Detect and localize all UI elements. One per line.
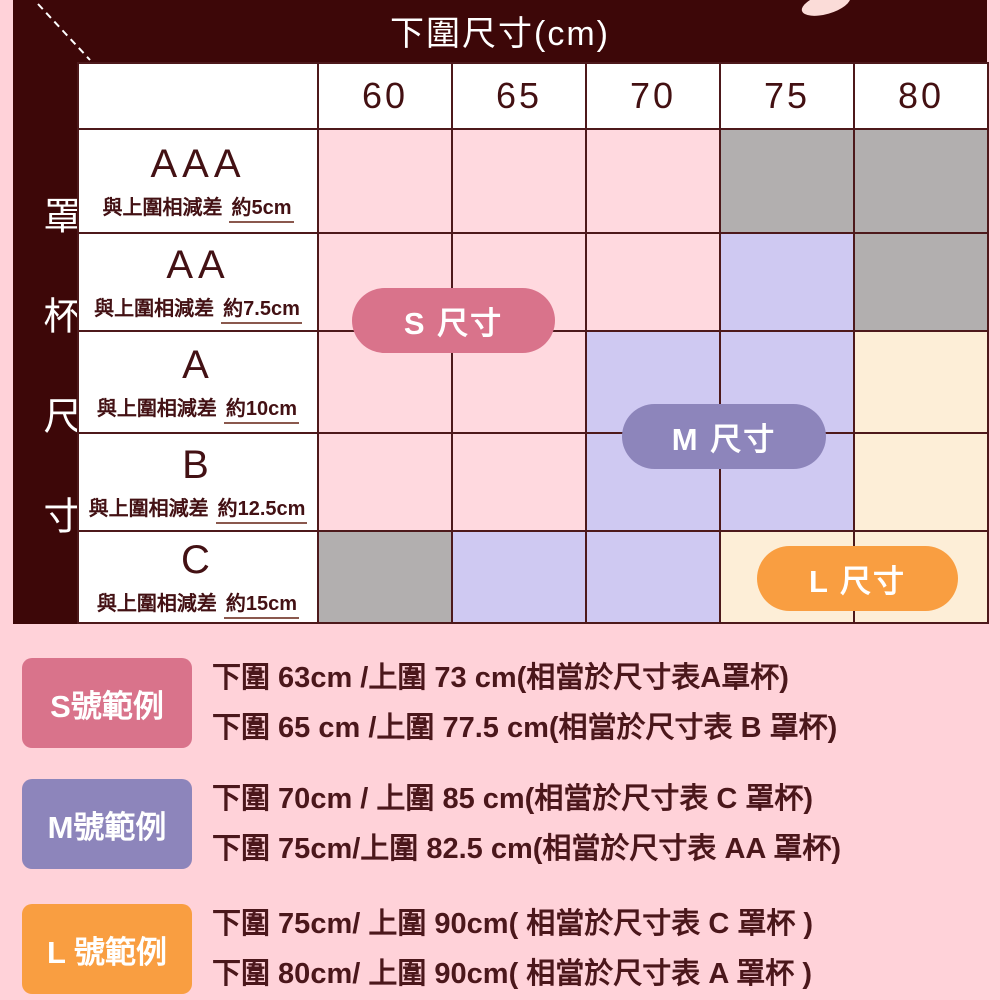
legend-text-m: 下圍 70cm / 上圍 85 cm(相當於尺寸表 C 罩杯) 下圍 75cm/… [212, 774, 841, 874]
cup-diff-note: 與上圍相減差 約7.5cm [94, 292, 302, 324]
table-cell [319, 130, 451, 232]
cup-diff-note: 與上圍相減差 約12.5cm [89, 492, 308, 524]
table-cell [855, 130, 987, 232]
legend-badge-s: S號範例 [22, 658, 192, 748]
row-axis-title: 罩杯尺寸 [37, 196, 79, 596]
table-cell [587, 234, 719, 330]
table-cell [721, 234, 853, 330]
cup-diff-value: 約12.5cm [215, 498, 308, 524]
size-table-panel: 下圍尺寸(cm) 罩杯尺寸 60 65 70 75 80 AAA 與上圍相減差約… [13, 0, 989, 624]
corner-cell [79, 64, 317, 128]
table-cell [453, 532, 585, 622]
row-label-cell: A 與上圍相減差 約10cm [79, 332, 317, 432]
table-cell [453, 130, 585, 232]
legend-text-s: 下圍 63cm /上圍 73 cm(相當於尺寸表A罩杯) 下圍 65 cm /上… [212, 653, 837, 753]
legend-line: 下圍 75cm/ 上圍 90cm( 相當於尺寸表 C 罩杯 ) [212, 908, 814, 940]
row-label-cell: AA 與上圍相減差 約7.5cm [79, 234, 317, 330]
column-header-cell: 65 [453, 64, 585, 128]
cup-size-label: AAA [150, 142, 246, 186]
table-cell [319, 532, 451, 622]
table-cell [453, 434, 585, 530]
legend-line: 下圍 65 cm /上圍 77.5 cm(相當於尺寸表 B 罩杯) [212, 712, 838, 744]
legend-line: 下圍 63cm /上圍 73 cm(相當於尺寸表A罩杯) [212, 662, 789, 694]
cup-size-label: B [182, 443, 214, 487]
table-cell [587, 532, 719, 622]
size-s-badge: S 尺寸 [352, 288, 555, 353]
legend-row-s: S號範例 下圍 63cm /上圍 73 cm(相當於尺寸表A罩杯) 下圍 65 … [22, 653, 837, 753]
cup-size-label: C [181, 538, 215, 582]
legend-row-m: M號範例 下圍 70cm / 上圍 85 cm(相當於尺寸表 C 罩杯) 下圍 … [22, 774, 841, 874]
table-cell [721, 130, 853, 232]
legend-line: 下圍 70cm / 上圍 85 cm(相當於尺寸表 C 罩杯) [212, 783, 814, 815]
table-cell [319, 434, 451, 530]
legend-line: 下圍 75cm/上圍 82.5 cm(相當於尺寸表 AA 罩杯) [212, 833, 841, 865]
column-header-cell: 75 [721, 64, 853, 128]
legend-badge-l: L 號範例 [22, 904, 192, 994]
size-l-badge: L 尺寸 [757, 546, 958, 611]
cup-diff-value: 約15cm [223, 593, 300, 619]
size-m-badge: M 尺寸 [622, 404, 826, 469]
cup-diff-value: 約5cm [229, 197, 294, 223]
column-header-cell: 70 [587, 64, 719, 128]
cup-diff-note: 與上圍相減差 約10cm [97, 392, 300, 424]
cup-diff-value: 約7.5cm [221, 298, 302, 324]
cup-size-label: A [182, 343, 214, 387]
table-cell [855, 434, 987, 530]
size-table: 60 65 70 75 80 AAA 與上圍相減差 約5cm AA 與上圍相減差約… [77, 62, 989, 624]
table-cell [855, 332, 987, 432]
row-label-cell: C 與上圍相減差 約15cm [79, 532, 317, 622]
column-header-cell: 60 [319, 64, 451, 128]
cup-diff-note: 與上圍相減差 約5cm [102, 191, 294, 223]
cup-diff-value: 約10cm [223, 398, 300, 424]
legend-badge-m: M號範例 [22, 779, 192, 869]
column-header-cell: 80 [855, 64, 987, 128]
diagonal-divider-line [37, 3, 91, 61]
legend-row-l: L 號範例 下圍 75cm/ 上圍 90cm( 相當於尺寸表 C 罩杯 ) 下圍… [22, 899, 813, 999]
cup-size-label: AA [166, 243, 230, 287]
legend-text-l: 下圍 75cm/ 上圍 90cm( 相當於尺寸表 C 罩杯 ) 下圍 80cm/… [212, 899, 813, 999]
legend-line: 下圍 80cm/ 上圍 90cm( 相當於尺寸表 A 罩杯 ) [212, 958, 812, 990]
row-label-cell: AAA 與上圍相減差 約5cm [79, 130, 317, 232]
column-axis-title: 下圍尺寸(cm) [390, 15, 610, 53]
cup-diff-note: 與上圍相減差 約15cm [97, 587, 300, 619]
row-label-cell: B 與上圍相減差 約12.5cm [79, 434, 317, 530]
table-cell [587, 130, 719, 232]
table-cell [855, 234, 987, 330]
